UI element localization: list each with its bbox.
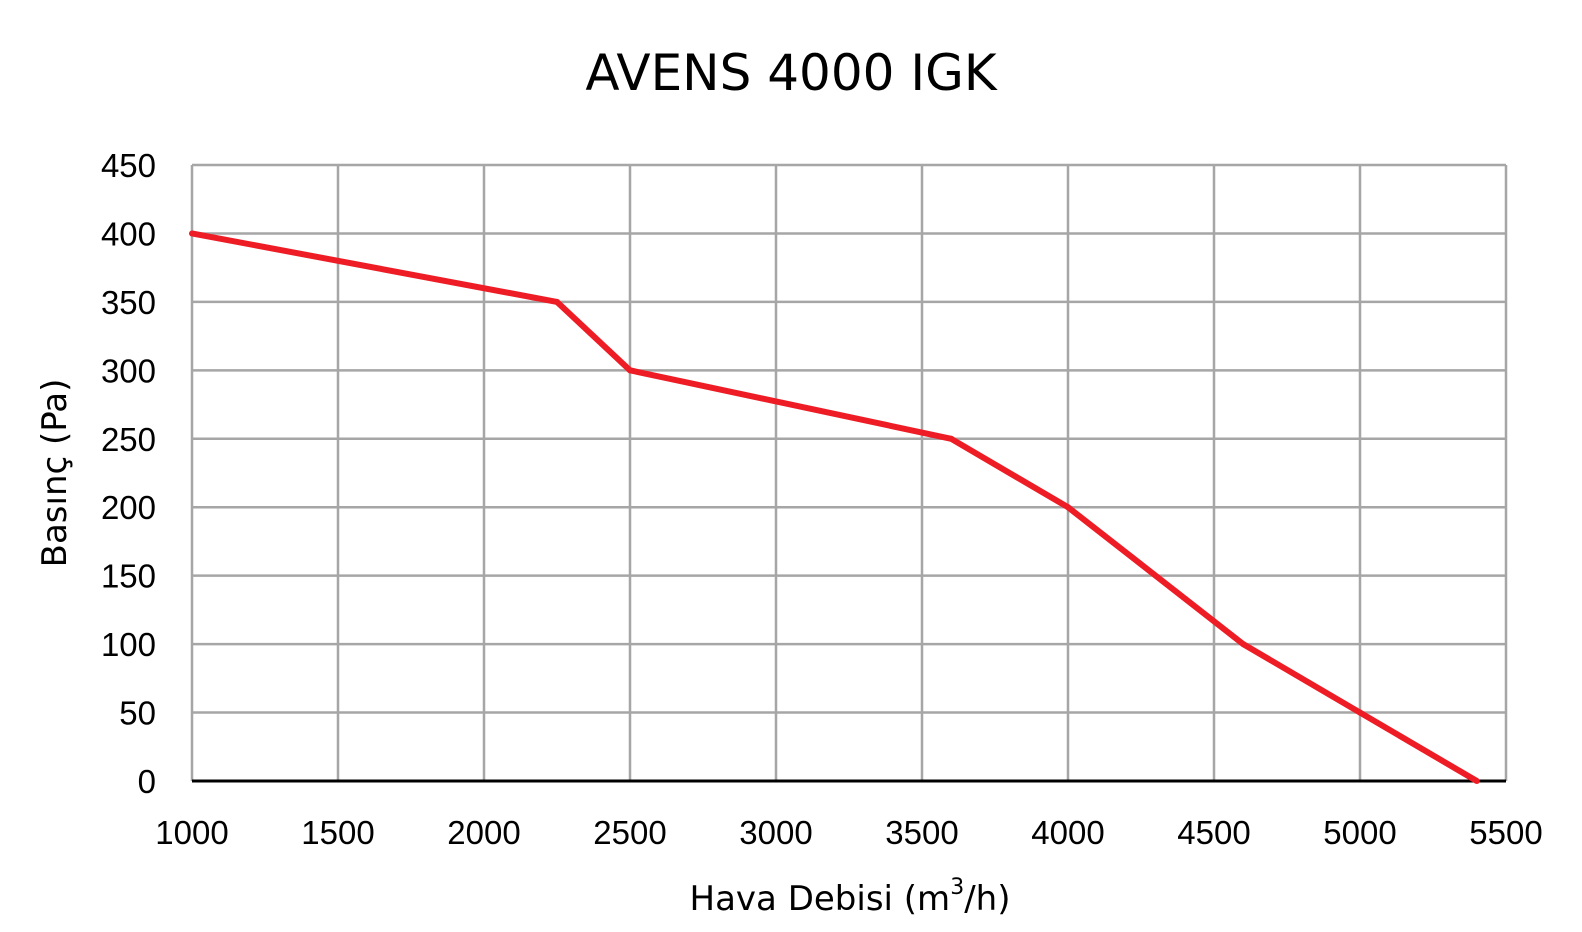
y-tick-label: 450 [101, 147, 156, 184]
x-tick-label: 1000 [155, 814, 228, 851]
data-point [1357, 709, 1363, 716]
x-tick-label: 3000 [739, 814, 812, 851]
x-tick-label: 4000 [1031, 814, 1104, 851]
y-tick-label: 100 [101, 626, 156, 663]
x-tick-label: 1500 [301, 814, 374, 851]
y-tick-labels: 0 50 100 150 200 250 300 350 400 450 [101, 147, 156, 800]
series-layer [189, 230, 1480, 784]
x-tick-labels: 1000 1500 2000 2500 3000 3500 4000 4500 5000 5500 [155, 814, 1542, 851]
x-axis-label-superscript: 3 [950, 875, 964, 900]
x-tick-label: 2500 [593, 814, 666, 851]
y-tick-label: 50 [119, 695, 156, 732]
data-point [1473, 778, 1480, 784]
gridlines [190, 163, 1508, 781]
x-tick-label: 5000 [1323, 814, 1396, 851]
y-tick-label: 400 [101, 215, 156, 252]
data-point [554, 298, 560, 305]
x-axis-label-text: Hava Debisi (m [690, 879, 951, 919]
series-line [191, 230, 1479, 784]
data-point [189, 230, 195, 237]
data-point [627, 367, 633, 374]
y-tick-label: 200 [101, 489, 156, 526]
data-point [948, 435, 955, 442]
x-tick-label: 3500 [885, 814, 958, 851]
x-tick-label: 4500 [1177, 814, 1250, 851]
y-tick-label: 250 [101, 421, 156, 458]
data-point [1065, 504, 1071, 511]
x-axis-label-suffix: /h) [964, 879, 1010, 919]
x-axis-label: Hava Debisi (m3/h) [690, 875, 1011, 919]
y-tick-label: 300 [101, 352, 156, 389]
x-tick-label: 2000 [447, 814, 520, 851]
y-tick-label: 350 [101, 284, 156, 321]
x-tick-label: 5500 [1469, 814, 1542, 851]
y-tick-label: 150 [101, 558, 156, 595]
y-tick-label: 0 [138, 763, 156, 800]
y-axis-label: Basınç (Pa) [35, 379, 75, 568]
chart-title: AVENS 4000 IGK [585, 44, 997, 102]
data-point [1240, 641, 1247, 648]
